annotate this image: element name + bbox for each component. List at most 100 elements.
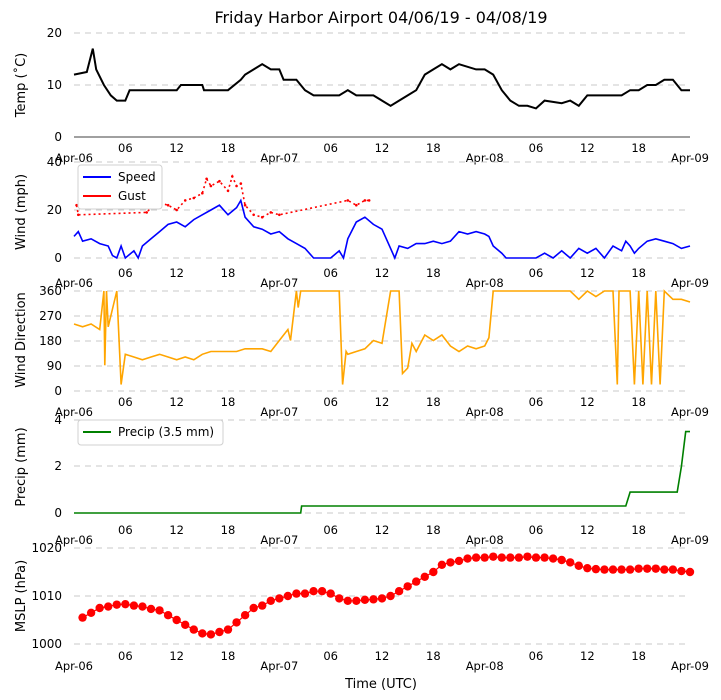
gust-point (269, 211, 273, 214)
y-tick-label: 0 (54, 251, 62, 265)
x-tick-label: 06 (323, 141, 338, 155)
x-tick-label: Apr-06 (55, 533, 93, 547)
x-tick-label: Apr-08 (466, 276, 504, 290)
gust-point (201, 191, 204, 195)
x-tick-label: 06 (529, 523, 544, 537)
y-tick-label: 180 (39, 334, 62, 348)
panel-temp: 0 10 20 Temp (˚C) Apr-06 06 12 18 Apr-07 06 12 18 Ap… (13, 26, 709, 165)
x-tick-label: 06 (323, 266, 338, 280)
x-tick-label: Apr-08 (466, 533, 504, 547)
x-tick-label: 12 (169, 141, 184, 155)
y-tick-label: 0 (54, 506, 62, 520)
x-tick-label: Apr-08 (466, 151, 504, 165)
gust-point (363, 199, 367, 202)
y-tick-label: 0 (54, 130, 62, 144)
x-tick-label: 06 (529, 266, 544, 280)
x-tick-label: 18 (221, 141, 236, 155)
x-tick-label: 12 (169, 649, 184, 663)
x-tick-label: Apr-07 (260, 276, 298, 290)
legend-label: Gust (118, 189, 146, 203)
x-axis-label: Time (UTC) (344, 677, 417, 692)
gust-point (192, 196, 196, 200)
x-tick-label: 06 (118, 395, 133, 409)
x-tick-label: 06 (323, 395, 338, 409)
legend-box (77, 419, 224, 446)
x-tick-label: 12 (169, 523, 184, 537)
y-axis-label: MSLP (hPa) (14, 560, 29, 632)
mslp-line (82, 555, 691, 636)
x-tick-label: Apr-07 (260, 151, 298, 165)
y-tick-label: 270 (39, 309, 62, 323)
temperature-line (73, 48, 690, 110)
y-tick-label: 40 (47, 155, 62, 169)
y-axis-label: Wind (mph) (14, 174, 29, 250)
x-tick-label: Apr-08 (466, 405, 504, 419)
gust-point (218, 179, 221, 183)
y-tick-label: 360 (39, 284, 62, 298)
gust-point (175, 208, 178, 212)
gust-point (226, 189, 230, 193)
speed-line (73, 198, 691, 261)
gust-point (278, 213, 281, 217)
x-tick-label: Apr-06 (55, 659, 93, 673)
y-axis-label: Wind Direction (14, 292, 29, 388)
gust-point (367, 199, 371, 202)
gust-point (260, 215, 264, 219)
gust-point (145, 211, 149, 214)
x-tick-label: 18 (426, 523, 441, 537)
x-tick-label: Apr-09 (671, 533, 709, 547)
y-tick-label: 0 (54, 384, 62, 398)
x-tick-label: 06 (118, 141, 133, 155)
x-tick-label: 06 (118, 523, 133, 537)
gust-point (239, 182, 243, 185)
x-tick-label: Apr-09 (671, 151, 709, 165)
legend-label: Speed (118, 170, 156, 184)
x-tick-label: 06 (323, 523, 338, 537)
gust-point (355, 203, 358, 207)
x-tick-label: Apr-09 (671, 276, 709, 290)
y-tick-label: 2 (54, 459, 62, 473)
chart-title: Friday Harbor Airport 04/06/19 - 04/08/1… (214, 8, 547, 27)
x-tick-label: 12 (375, 523, 390, 537)
y-axis-label: Precip (mm) (14, 427, 29, 506)
panel-dir: 0 90 180 270 360 Wind Direction Apr-06 06 12 18 Ap… (14, 284, 709, 419)
x-tick-label: 18 (426, 141, 441, 155)
x-tick-label: 06 (529, 141, 544, 155)
panel-precip: 0 2 4 Precip (mm) Apr-06 06 12 18 Apr-07 06 12 18 Ap… (14, 413, 709, 547)
gust-point (166, 203, 170, 207)
y-tick-label: 20 (47, 203, 62, 217)
x-tick-label: 12 (375, 141, 390, 155)
x-tick-label: Apr-07 (260, 533, 298, 547)
x-tick-label: 12 (580, 395, 595, 409)
x-tick-label: 18 (426, 395, 441, 409)
x-tick-label: 06 (529, 395, 544, 409)
gust-point (183, 199, 187, 202)
x-tick-label: 18 (631, 141, 646, 155)
x-tick-label: Apr-06 (55, 276, 93, 290)
y-tick-label: 20 (47, 26, 62, 40)
gust-point (235, 184, 238, 188)
x-tick-label: 06 (529, 649, 544, 663)
x-tick-label: 18 (426, 649, 441, 663)
x-tick-label: 06 (118, 649, 133, 663)
x-tick-label: 12 (580, 141, 595, 155)
x-tick-label: 12 (580, 266, 595, 280)
x-tick-label: 18 (426, 266, 441, 280)
x-tick-label: 12 (375, 649, 390, 663)
x-tick-label: Apr-09 (671, 659, 709, 673)
x-tick-label: 12 (580, 523, 595, 537)
x-tick-label: Apr-07 (260, 659, 298, 673)
gust-point (205, 177, 208, 181)
x-tick-label: Apr-08 (466, 659, 504, 673)
x-tick-label: Apr-06 (55, 405, 93, 419)
precip-mm--line (74, 430, 690, 514)
x-tick-label: 12 (169, 266, 184, 280)
direction-line (73, 289, 691, 385)
gust-point (230, 175, 234, 178)
x-tick-label: Apr-09 (671, 405, 709, 419)
mslp-point (78, 613, 87, 622)
x-tick-label: 06 (323, 649, 338, 663)
